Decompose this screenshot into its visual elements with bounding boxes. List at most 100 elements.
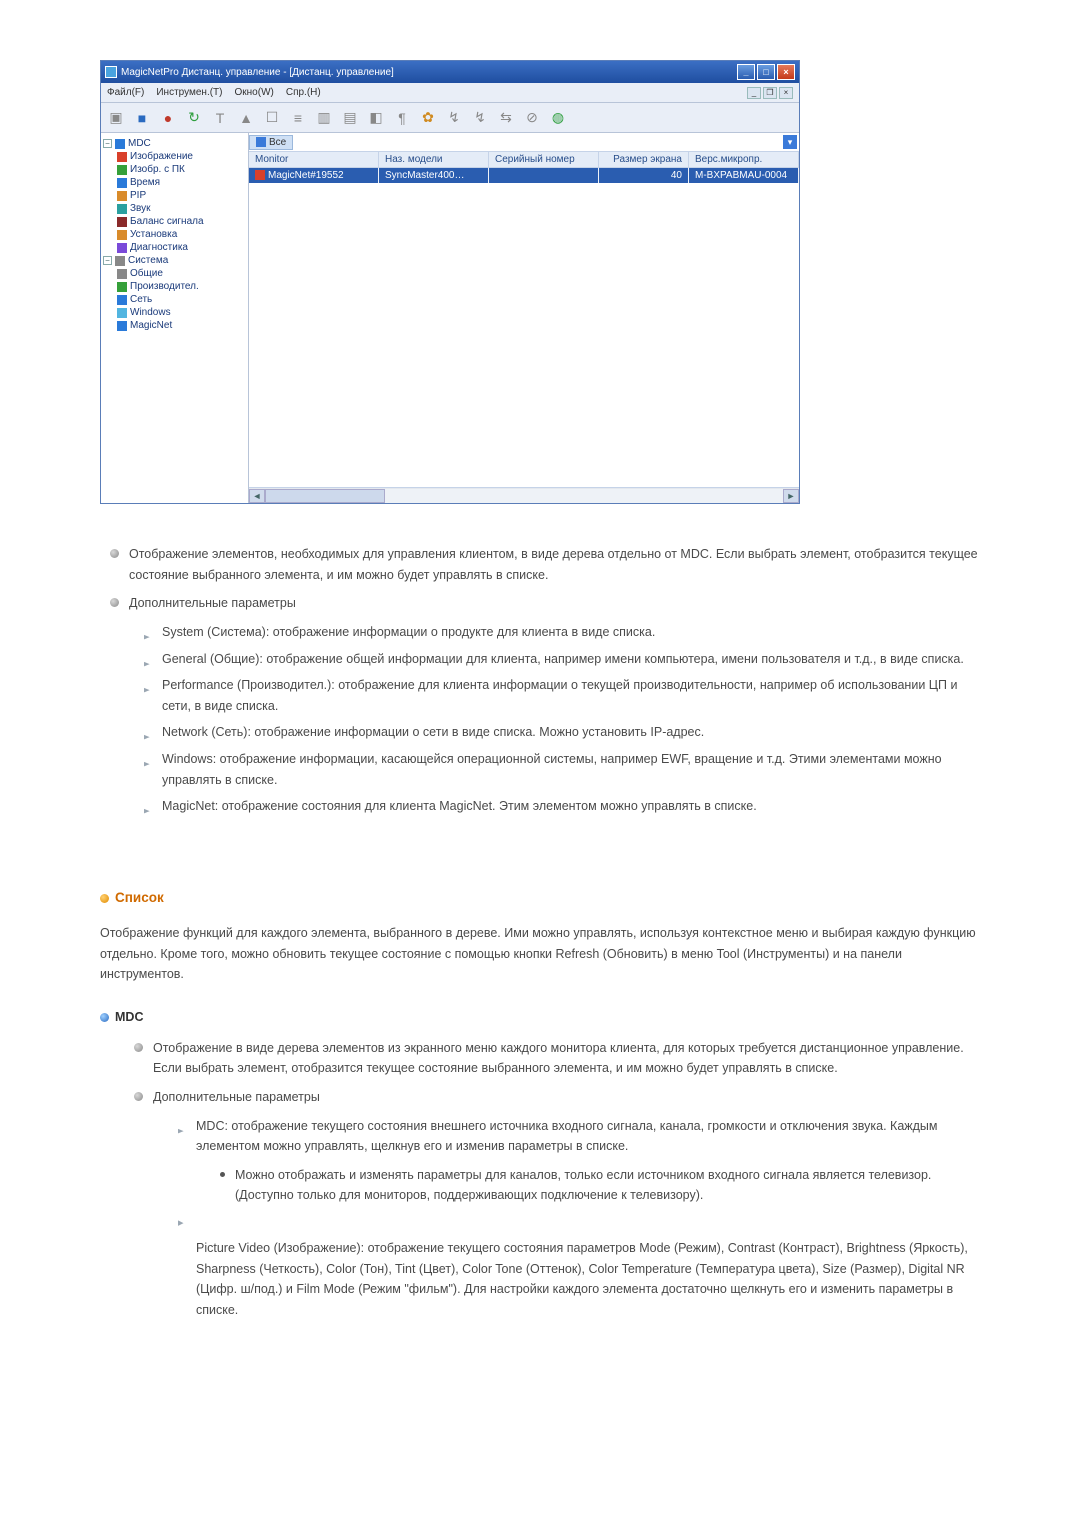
- scroll-thumb[interactable]: [265, 489, 385, 503]
- icon14-icon[interactable]: ↯: [443, 107, 465, 129]
- icon15-icon[interactable]: ↯: [469, 107, 491, 129]
- tree-item-icon: [117, 308, 127, 318]
- chevron-icon: [144, 653, 154, 663]
- bullet-icon: [110, 549, 119, 558]
- sub-magicnet: MagicNet: отображение состояния для клие…: [144, 796, 980, 817]
- icon16-icon[interactable]: ⇆: [495, 107, 517, 129]
- tree-item[interactable]: PIP: [117, 189, 246, 202]
- tree-item[interactable]: Время: [117, 176, 246, 189]
- col-model[interactable]: Наз. модели: [379, 152, 489, 167]
- collapse-icon[interactable]: −: [103, 256, 112, 265]
- icon6-icon[interactable]: ▲: [235, 107, 257, 129]
- icon8-icon[interactable]: ≡: [287, 107, 309, 129]
- tree-item-icon: [117, 165, 127, 175]
- list-paragraph: Отображение функций для каждого элемента…: [100, 923, 980, 985]
- col-size[interactable]: Размер экрана: [599, 152, 689, 167]
- icon11-icon[interactable]: ◧: [365, 107, 387, 129]
- icon5-icon[interactable]: T: [209, 107, 231, 129]
- tree-item-icon: [117, 243, 127, 253]
- text: Performance (Производител.): отображение…: [162, 675, 980, 716]
- mdi-min-icon[interactable]: _: [747, 87, 761, 99]
- tree-item-label: Изобр. с ПК: [130, 164, 185, 175]
- tree-item[interactable]: Изобр. с ПК: [117, 163, 246, 176]
- heading-dot-icon: [100, 894, 109, 903]
- icon17-icon[interactable]: ⊘: [521, 107, 543, 129]
- tree-item-icon: [117, 204, 127, 214]
- mdi-close-icon[interactable]: ×: [779, 87, 793, 99]
- tree-item-label: MagicNet: [130, 320, 172, 331]
- tree-item[interactable]: Windows: [117, 306, 246, 319]
- folder-icon: [115, 256, 125, 266]
- sub-network: Network (Сеть): отображение информации о…: [144, 722, 980, 743]
- tree-item[interactable]: Установка: [117, 228, 246, 241]
- tree-item[interactable]: Общие: [117, 267, 246, 280]
- chevron-icon: [178, 1120, 188, 1130]
- mdc-sub-picture: Picture Video (Изображение): отображение…: [196, 1238, 980, 1321]
- icon9-icon[interactable]: ▥: [313, 107, 335, 129]
- tree-item[interactable]: Звук: [117, 202, 246, 215]
- tree-item[interactable]: MagicNet: [117, 319, 246, 332]
- text: Picture Video (Изображение): отображение…: [196, 1238, 980, 1321]
- para-tree-desc: Отображение элементов, необходимых для у…: [110, 544, 980, 585]
- scroll-right-icon[interactable]: ►: [783, 489, 799, 503]
- icon12-icon[interactable]: ¶: [391, 107, 413, 129]
- col-serial[interactable]: Серийный номер: [489, 152, 599, 167]
- maximize-button[interactable]: □: [757, 64, 775, 80]
- menu-window[interactable]: Окно(W): [235, 87, 274, 98]
- col-monitor[interactable]: Monitor: [249, 152, 379, 167]
- collapse-icon[interactable]: −: [103, 139, 112, 148]
- icon7-icon[interactable]: ☐: [261, 107, 283, 129]
- icon4-icon[interactable]: ↻: [183, 107, 205, 129]
- menu-file[interactable]: Файл(F): [107, 87, 144, 98]
- list-tab-all[interactable]: Все: [249, 135, 293, 150]
- tab-icon: [256, 137, 266, 147]
- tree-item[interactable]: Сеть: [117, 293, 246, 306]
- icon3-icon[interactable]: ●: [157, 107, 179, 129]
- cell-size: 40: [599, 168, 689, 183]
- menu-tools[interactable]: Инструмен.(T): [156, 87, 222, 98]
- cell-model: SyncMaster400…: [379, 168, 489, 183]
- col-fw[interactable]: Верс.микропр.: [689, 152, 799, 167]
- list-tab-row: Все ▾: [249, 133, 799, 151]
- tree-item[interactable]: Диагностика: [117, 241, 246, 254]
- tree-root-mdc[interactable]: − MDC: [103, 137, 246, 150]
- close-button[interactable]: ×: [777, 64, 795, 80]
- tree-item-icon: [117, 217, 127, 227]
- dot-icon: [220, 1172, 225, 1177]
- minimize-button[interactable]: _: [737, 64, 755, 80]
- tree-item[interactable]: Изображение: [117, 150, 246, 163]
- subheading-text: MDC: [115, 1007, 143, 1028]
- text: Отображение элементов, необходимых для у…: [129, 544, 980, 585]
- icon18-icon[interactable]: ◍: [547, 107, 569, 129]
- tab-dropdown-icon[interactable]: ▾: [783, 135, 797, 149]
- tree-root-system[interactable]: − Система: [103, 254, 246, 267]
- horizontal-scrollbar[interactable]: ◄ ►: [249, 487, 799, 503]
- tree-item-icon: [117, 321, 127, 331]
- icon13-icon[interactable]: ✿: [417, 107, 439, 129]
- text: MagicNet: отображение состояния для клие…: [162, 796, 757, 817]
- tree-item-label: PIP: [130, 190, 146, 201]
- text: Windows: отображение информации, касающе…: [162, 749, 980, 790]
- icon10-icon[interactable]: ▤: [339, 107, 361, 129]
- tree-item[interactable]: Баланс сигнала: [117, 215, 246, 228]
- tree-item-label: Производител.: [130, 281, 199, 292]
- list-header: Monitor Наз. модели Серийный номер Разме…: [249, 151, 799, 168]
- icon2-icon[interactable]: ■: [131, 107, 153, 129]
- text: General (Общие): отображение общей инфор…: [162, 649, 964, 670]
- scroll-left-icon[interactable]: ◄: [249, 489, 265, 503]
- table-row[interactable]: MagicNet#19552 SyncMaster400… 40 M-BXPAB…: [249, 168, 799, 183]
- tree-item-icon: [117, 295, 127, 305]
- tree-item[interactable]: Производител.: [117, 280, 246, 293]
- scroll-track[interactable]: [265, 489, 783, 503]
- tree-item-label: Звук: [130, 203, 151, 214]
- tree-item-icon: [117, 191, 127, 201]
- window-title: MagicNetPro Дистанц. управление - [Диста…: [121, 67, 394, 78]
- cell-monitor: MagicNet#19552: [268, 170, 344, 181]
- menu-help[interactable]: Спр.(H): [286, 87, 321, 98]
- mdc-note: Можно отображать и изменять параметры дл…: [220, 1165, 980, 1206]
- menubar: Файл(F) Инструмен.(T) Окно(W) Спр.(H) _ …: [101, 83, 799, 103]
- mdi-restore-icon[interactable]: ❐: [763, 87, 777, 99]
- mdc-para1: Отображение в виде дерева элементов из э…: [134, 1038, 980, 1079]
- icon1-icon[interactable]: ▣: [105, 107, 127, 129]
- tree-item-label: Общие: [130, 268, 163, 279]
